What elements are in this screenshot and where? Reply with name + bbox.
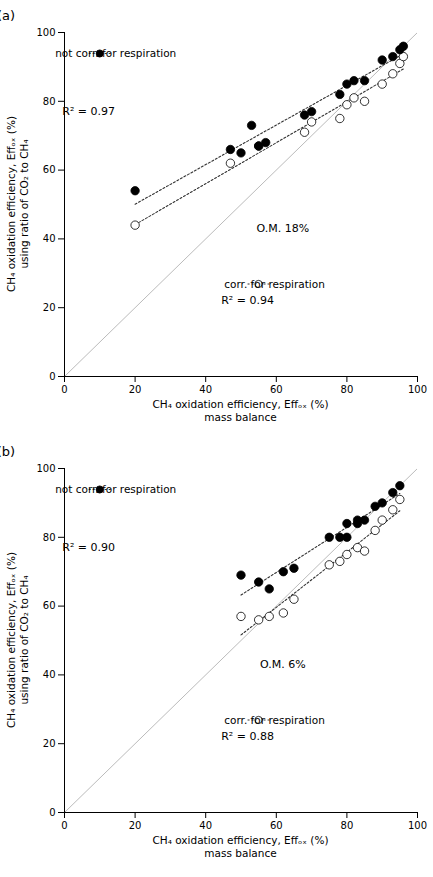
svg-text:0: 0 (49, 807, 55, 818)
svg-text:100: 100 (36, 27, 55, 38)
svg-text:O.M. 6%: O.M. 6% (260, 658, 306, 671)
svg-text:R² = 0.88: R² = 0.88 (221, 730, 274, 743)
svg-text:40: 40 (43, 233, 56, 244)
svg-text:not corr. for respiration: not corr. for respiration (55, 483, 176, 495)
svg-text:0: 0 (49, 371, 55, 382)
svg-text:20: 20 (43, 302, 56, 313)
svg-text:20: 20 (129, 384, 142, 395)
svg-text:0: 0 (61, 384, 67, 395)
svg-text:CH₄ oxidation efficiency, Effₒ: CH₄ oxidation efficiency, Effₒₓ (%)using… (5, 116, 30, 292)
svg-text:60: 60 (270, 820, 283, 831)
svg-text:100: 100 (408, 384, 427, 395)
svg-text:(a): (a) (0, 8, 15, 23)
svg-text:not corr. for respiration: not corr. for respiration (55, 47, 176, 59)
svg-text:80: 80 (341, 820, 354, 831)
svg-text:80: 80 (43, 96, 56, 107)
svg-text:(b): (b) (0, 444, 15, 459)
svg-text:CH₄ oxidation efficiency, Effₒ: CH₄ oxidation efficiency, Effₒₓ (%)mass … (152, 834, 328, 859)
svg-text:80: 80 (43, 532, 56, 543)
svg-text:40: 40 (43, 669, 56, 680)
svg-text:40: 40 (199, 384, 212, 395)
svg-text:100: 100 (408, 820, 427, 831)
svg-text:corr. for respiration: corr. for respiration (224, 278, 325, 290)
svg-text:corr. for respiration: corr. for respiration (224, 714, 325, 726)
svg-text:O.M. 18%: O.M. 18% (257, 222, 310, 235)
svg-text:CH₄ oxidation efficiency, Effₒ: CH₄ oxidation efficiency, Effₒₓ (%)using… (5, 552, 30, 728)
svg-text:20: 20 (43, 738, 56, 749)
svg-text:60: 60 (270, 384, 283, 395)
svg-text:CH₄ oxidation efficiency, Effₒ: CH₄ oxidation efficiency, Effₒₓ (%)mass … (152, 398, 328, 423)
svg-text:60: 60 (43, 600, 56, 611)
svg-text:0: 0 (61, 820, 67, 831)
svg-text:100: 100 (36, 463, 55, 474)
svg-text:60: 60 (43, 164, 56, 175)
svg-text:R² = 0.90: R² = 0.90 (62, 541, 115, 554)
svg-text:80: 80 (341, 384, 354, 395)
svg-text:20: 20 (129, 820, 142, 831)
svg-text:40: 40 (199, 820, 212, 831)
svg-text:R² = 0.94: R² = 0.94 (221, 294, 274, 307)
svg-text:R² = 0.97: R² = 0.97 (62, 105, 115, 118)
